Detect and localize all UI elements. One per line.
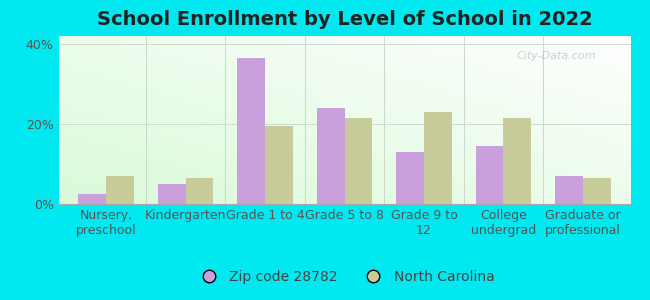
Legend: Zip code 28782, North Carolina: Zip code 28782, North Carolina	[189, 264, 500, 290]
Bar	[186, 178, 213, 204]
Bar	[158, 184, 186, 204]
Bar	[396, 152, 424, 204]
Bar	[555, 176, 583, 204]
Bar	[424, 112, 452, 204]
Bar	[79, 194, 106, 204]
Title: School Enrollment by Level of School in 2022: School Enrollment by Level of School in …	[97, 10, 592, 29]
Bar	[344, 118, 372, 204]
Bar	[583, 178, 610, 204]
Bar	[317, 108, 345, 204]
Text: City-Data.com: City-Data.com	[516, 51, 596, 61]
Bar	[503, 118, 531, 204]
Bar	[476, 146, 503, 204]
Bar	[237, 58, 265, 204]
Bar	[106, 176, 134, 204]
Bar	[265, 126, 293, 204]
